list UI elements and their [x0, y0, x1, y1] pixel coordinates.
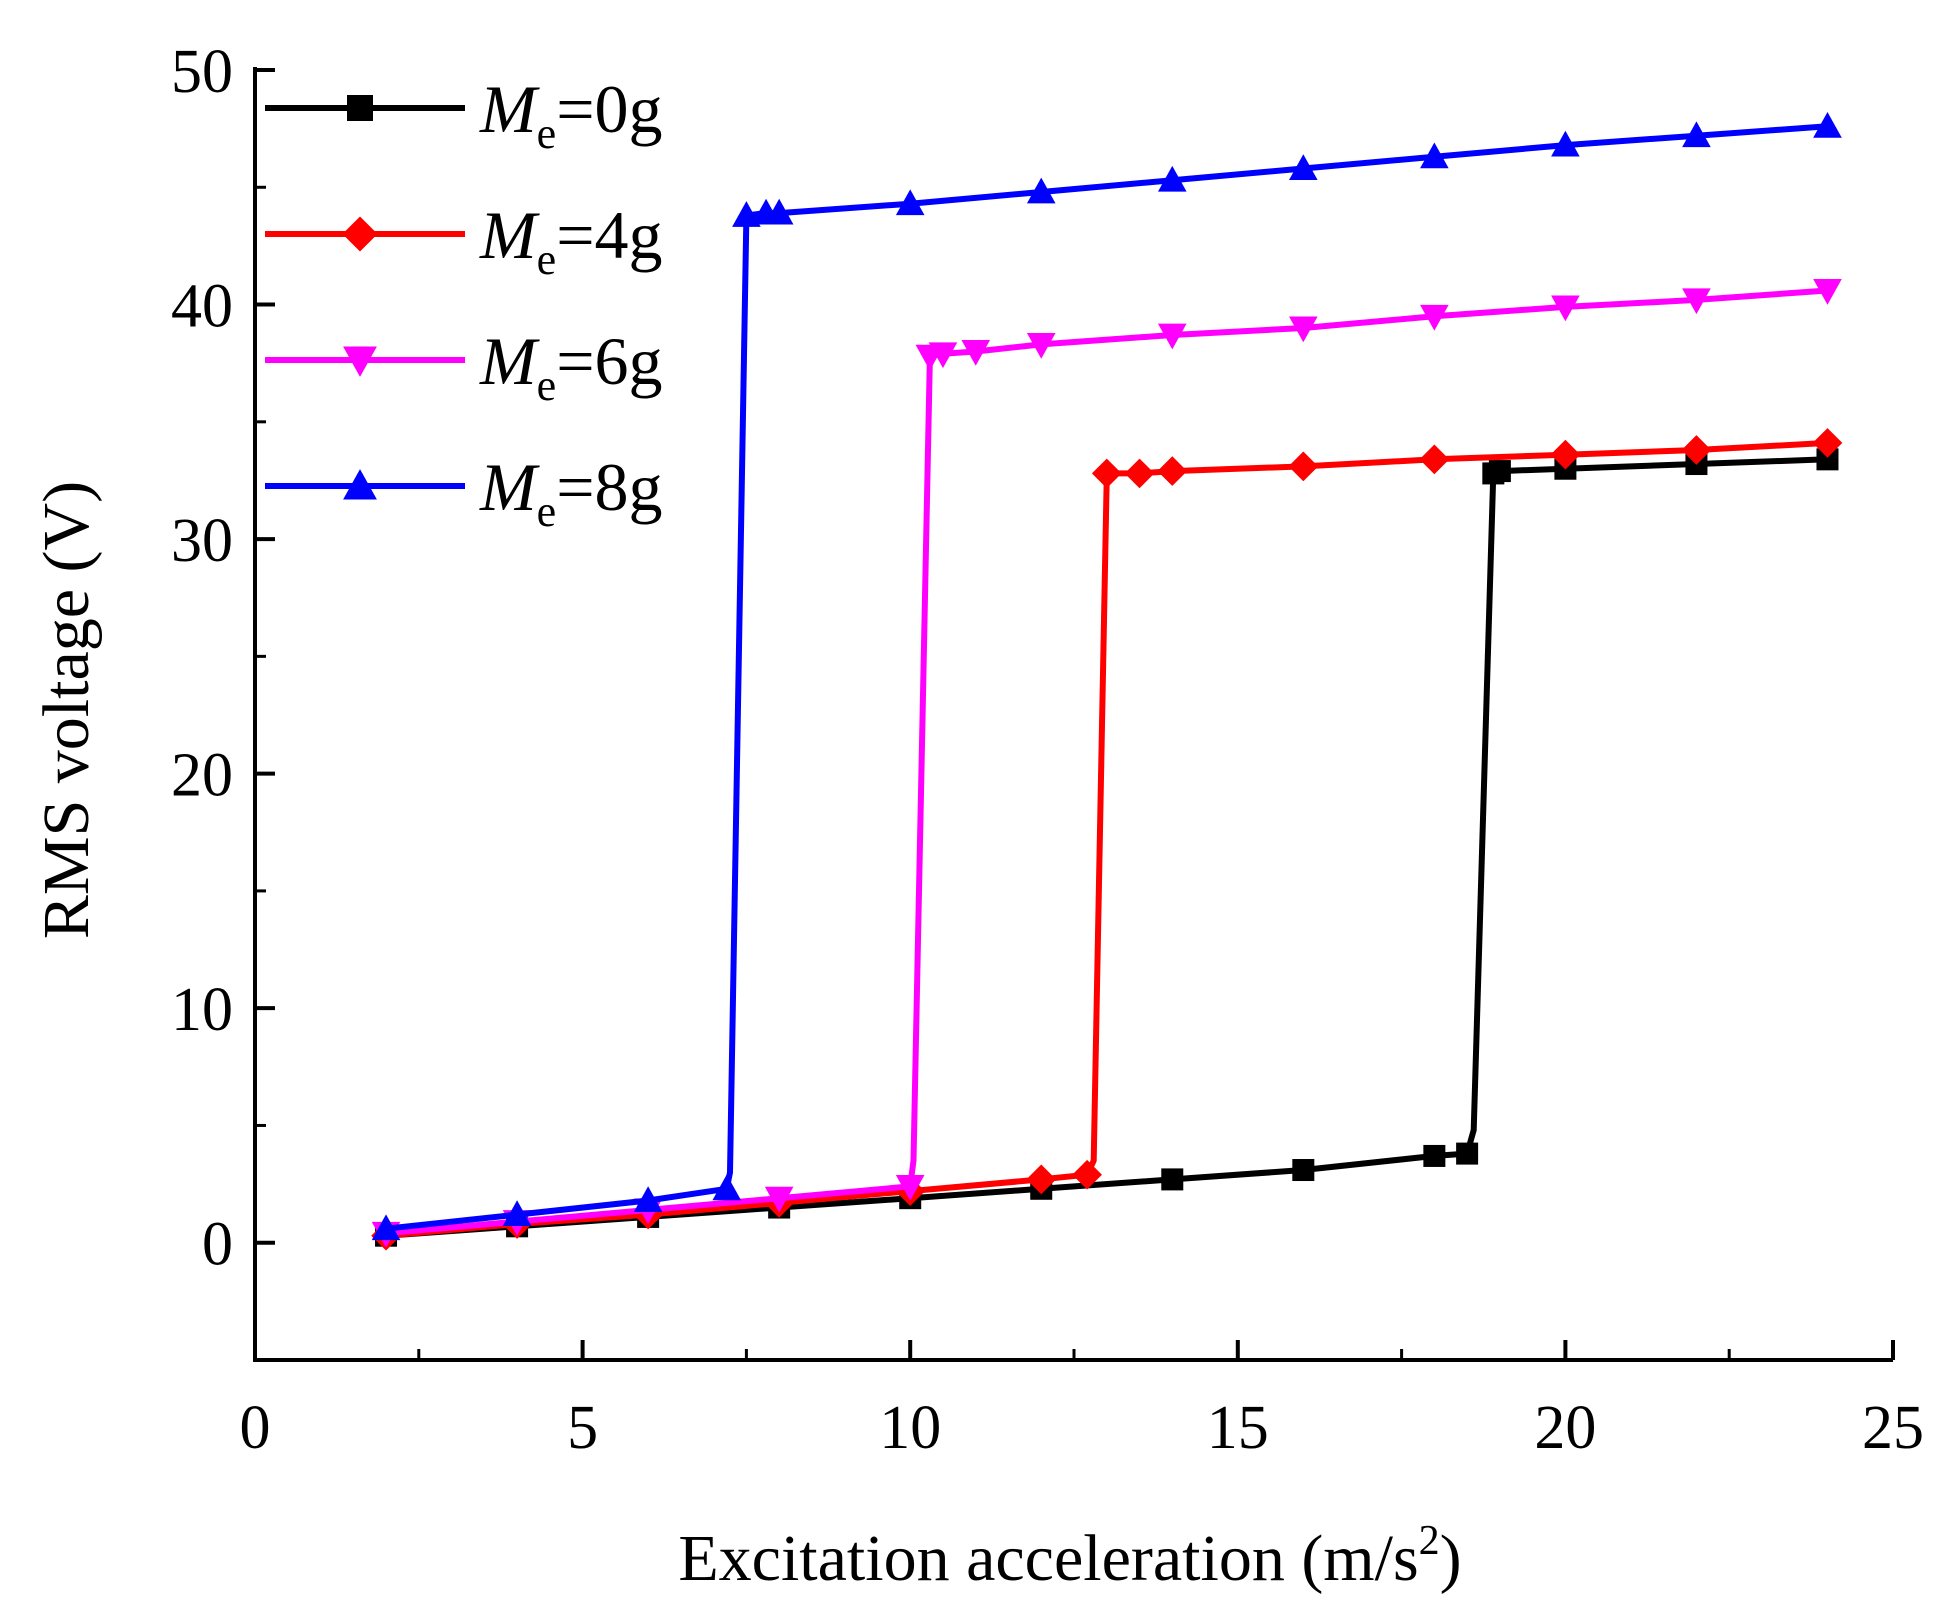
y-tick-label: 10	[171, 976, 233, 1044]
legend-entry: Me=8g	[265, 449, 663, 536]
series-line	[385, 287, 1828, 1237]
data-point	[1419, 444, 1450, 475]
data-point	[1550, 439, 1581, 470]
data-point	[1288, 451, 1319, 482]
y-tick-label: 50	[171, 38, 233, 106]
data-point	[1157, 456, 1188, 486]
legend-entry: Me=6g	[265, 323, 663, 410]
data-point	[712, 1174, 742, 1201]
data-point	[895, 189, 925, 216]
data-point	[1091, 458, 1122, 489]
x-tick-label: 0	[240, 1394, 271, 1462]
data-point	[1551, 130, 1580, 157]
legend-marker	[347, 95, 373, 121]
data-point	[1420, 304, 1449, 331]
legend-entry: Me=0g	[265, 71, 663, 158]
data-point	[1289, 316, 1318, 343]
data-point	[1420, 142, 1449, 169]
series-line	[385, 456, 1828, 1239]
data-point	[1292, 1159, 1315, 1182]
data-point	[1682, 121, 1711, 148]
legend-marker	[342, 216, 378, 252]
data-point	[1813, 279, 1842, 305]
y-tick-label: 30	[171, 507, 233, 575]
data-point	[1026, 1164, 1057, 1195]
x-tick-label: 25	[1862, 1394, 1924, 1462]
data-point	[502, 1200, 532, 1227]
data-point	[1816, 448, 1839, 471]
data-point	[633, 1186, 663, 1212]
series-line	[385, 123, 1828, 1232]
series-1	[371, 428, 1843, 1251]
series-line	[385, 439, 1828, 1239]
series-layer	[371, 111, 1843, 1251]
data-point	[895, 1174, 925, 1201]
series-2	[371, 279, 1842, 1248]
data-point	[764, 1186, 794, 1213]
data-point	[1289, 154, 1318, 180]
x-tick-label: 20	[1534, 1394, 1596, 1462]
data-point	[1682, 288, 1711, 315]
data-point	[1157, 165, 1187, 192]
data-point	[1157, 323, 1187, 350]
data-point	[1161, 1168, 1184, 1191]
data-point	[1456, 1142, 1479, 1165]
x-tick-label: 5	[567, 1394, 598, 1462]
x-axis-title: Excitation acceleration (m/s2)	[678, 1518, 1461, 1595]
legend-label: Me=4g	[479, 197, 663, 284]
data-point	[1488, 460, 1511, 483]
data-point	[1813, 111, 1842, 138]
data-point	[1026, 332, 1056, 359]
x-tick-label: 10	[879, 1394, 941, 1462]
data-point	[1026, 177, 1056, 204]
x-tick-label: 15	[1207, 1394, 1269, 1462]
legend-entry: Me=4g	[265, 197, 663, 284]
data-point	[1681, 435, 1712, 465]
data-point	[1551, 295, 1580, 322]
data-point	[764, 198, 794, 225]
data-point	[732, 201, 761, 227]
data-point	[928, 342, 958, 369]
data-point	[1812, 428, 1843, 458]
data-point	[371, 1214, 401, 1241]
y-tick-label: 20	[171, 742, 233, 810]
legend: Me=0g Me=4g Me=6g Me=8g	[265, 71, 663, 536]
data-point	[1072, 1159, 1102, 1190]
legend-label: Me=0g	[479, 71, 663, 158]
legend-marker	[343, 469, 377, 500]
legend-label: Me=6g	[479, 323, 663, 410]
y-tick-label: 0	[202, 1211, 233, 1279]
axes: 0 5 10 15 20 25 0 10 20 30 40 50	[171, 38, 1924, 1462]
data-point	[1423, 1144, 1446, 1167]
legend-marker	[343, 346, 377, 377]
data-point	[961, 340, 991, 366]
data-point	[1124, 458, 1155, 489]
y-tick-label: 40	[171, 273, 233, 341]
series-3	[371, 111, 1842, 1241]
y-axis-title: RMS voltage (V)	[30, 481, 103, 939]
legend-label: Me=8g	[479, 449, 663, 536]
